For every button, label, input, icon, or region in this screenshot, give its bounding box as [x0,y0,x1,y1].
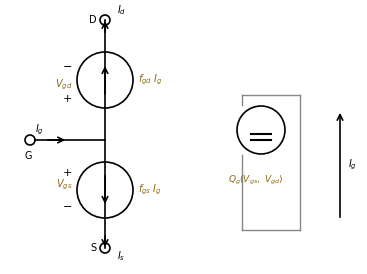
Text: D: D [89,15,97,25]
Text: $+$: $+$ [62,93,72,104]
Text: G: G [24,151,32,161]
Text: $I_g$: $I_g$ [35,123,44,137]
Text: $\pm$: $\pm$ [257,118,265,128]
Text: $-$: $-$ [62,200,72,210]
Text: $f_{gs}\ I_g$: $f_{gs}\ I_g$ [138,183,162,197]
Text: S: S [90,243,96,253]
Text: $V_{gd}$: $V_{gd}$ [55,78,72,92]
Text: $I_s$: $I_s$ [117,249,125,263]
Text: $I_d$: $I_d$ [117,3,126,17]
Ellipse shape [237,106,285,154]
Text: $I_g$: $I_g$ [348,158,357,172]
Text: $Q_g(V_{gs},\ V_{gd})$: $Q_g(V_{gs},\ V_{gd})$ [228,174,284,187]
Text: $f_{gd}\ I_g$: $f_{gd}\ I_g$ [138,73,163,87]
Text: $-$: $-$ [62,60,72,70]
Text: $V_{gs}$: $V_{gs}$ [56,178,72,192]
Text: $+$: $+$ [62,167,72,178]
